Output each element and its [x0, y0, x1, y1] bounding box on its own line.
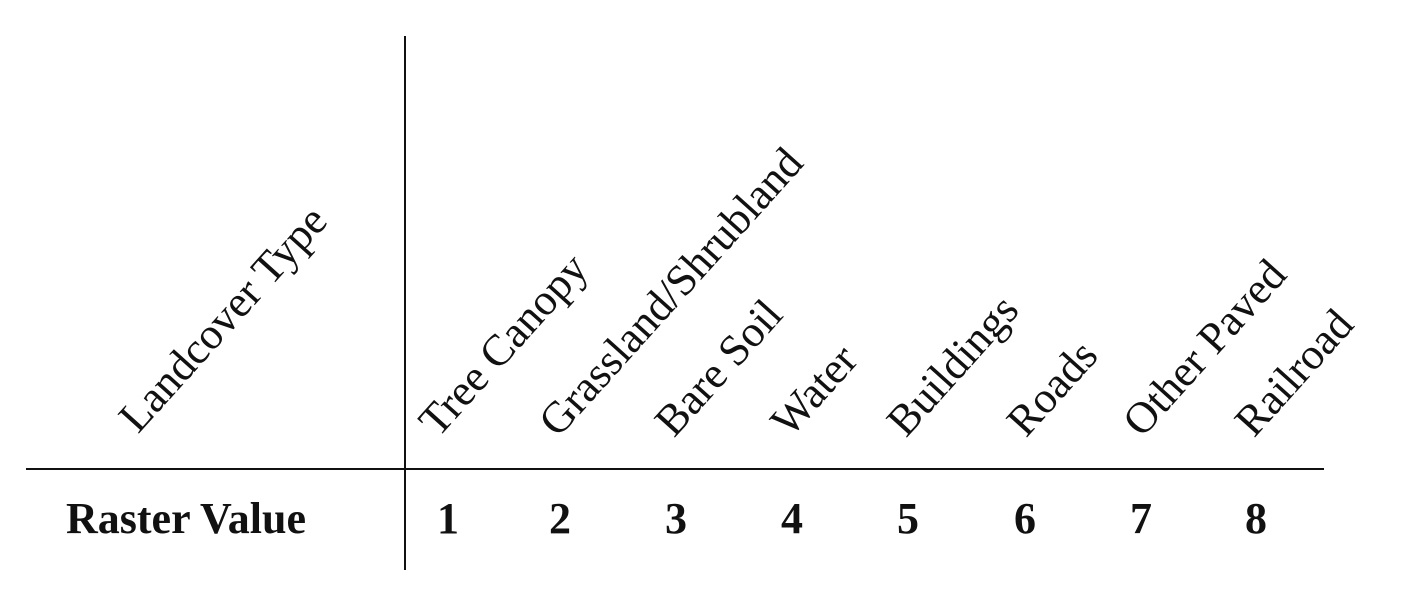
raster-value-1: 1 — [437, 494, 459, 543]
header-label-landcover-type: Landcover Type — [109, 196, 337, 442]
raster-value-6: 6 — [1014, 494, 1036, 543]
vertical-divider — [404, 36, 406, 570]
column-label-roads: Roads — [997, 330, 1108, 446]
raster-value-4: 4 — [781, 494, 803, 543]
column-label-water: Water — [761, 335, 868, 446]
raster-value-2: 2 — [549, 494, 571, 543]
raster-value-7: 7 — [1130, 494, 1152, 543]
raster-value-3: 3 — [665, 494, 687, 543]
raster-value-5: 5 — [897, 494, 919, 543]
column-label-buildings: Buildings — [877, 285, 1029, 446]
raster-value-8: 8 — [1245, 494, 1267, 543]
horizontal-divider — [26, 468, 1324, 470]
row-label-raster-value: Raster Value — [66, 494, 306, 543]
